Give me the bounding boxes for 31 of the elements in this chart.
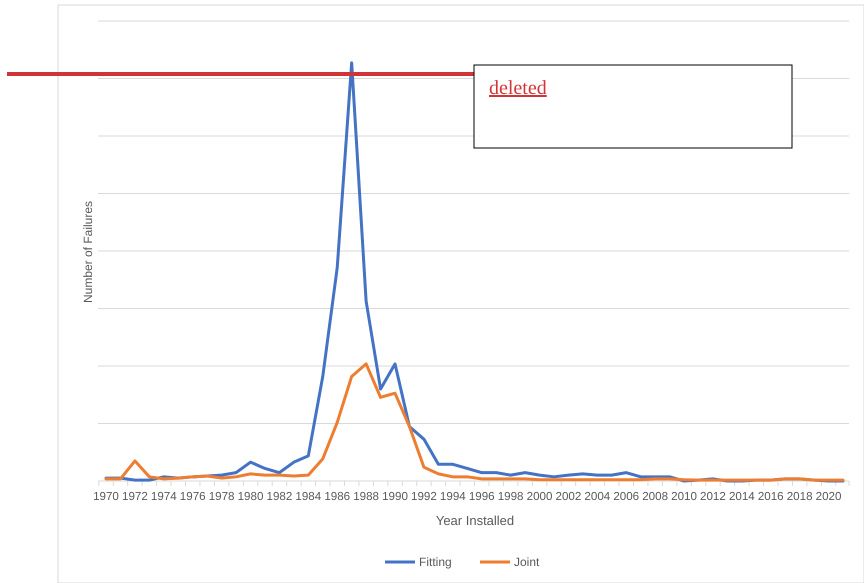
x-tick-label: 1992 <box>411 490 437 503</box>
x-tick-label: 1996 <box>468 490 495 503</box>
x-tick-label: 2020 <box>816 490 842 503</box>
x-tick-label: 1974 <box>150 490 178 503</box>
x-tick-label: 1976 <box>180 490 206 503</box>
x-tick-label: 1978 <box>208 490 235 503</box>
x-tick-label: 1980 <box>238 490 264 503</box>
x-tick-label: 1990 <box>382 490 408 503</box>
legend-label: Fitting <box>419 555 452 569</box>
x-tick-label: 2004 <box>584 490 611 503</box>
x-tick-label: 1970 <box>93 490 119 503</box>
x-tick-label: 1982 <box>266 490 292 503</box>
x-tick-label: 2008 <box>642 490 668 503</box>
x-tick-label: 2012 <box>700 490 726 503</box>
x-tick-label: 2002 <box>556 490 582 503</box>
x-tick-label: 2010 <box>671 490 697 503</box>
x-tick-label: 2016 <box>758 490 784 503</box>
x-axis-title: Year Installed <box>436 513 514 528</box>
x-tick-label: 1998 <box>498 490 524 503</box>
x-tick-label: 1972 <box>122 490 148 503</box>
x-tick-label: 1984 <box>295 490 322 503</box>
x-tick-label: 2018 <box>786 490 813 503</box>
x-tick-label: 2006 <box>613 490 640 503</box>
y-axis-title: Number of Failures <box>81 200 95 304</box>
x-tick-label: 1988 <box>353 490 380 503</box>
x-tick-label: 2000 <box>526 490 552 503</box>
legend-label: Joint <box>514 555 540 569</box>
x-tick-label: 1994 <box>440 490 466 503</box>
annotation: deleted <box>489 77 547 99</box>
x-tick-label: 2014 <box>728 490 756 503</box>
x-tick-label: 1986 <box>324 490 350 503</box>
